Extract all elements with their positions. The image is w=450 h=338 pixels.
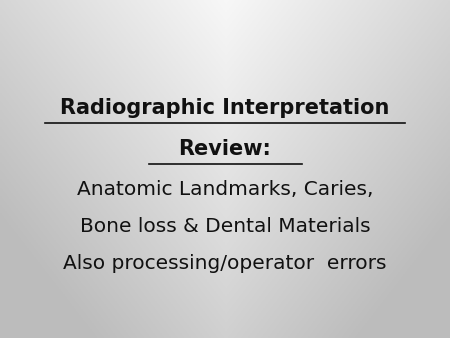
Text: Radiographic Interpretation: Radiographic Interpretation <box>60 98 390 118</box>
Text: Anatomic Landmarks, Caries,: Anatomic Landmarks, Caries, <box>77 180 373 199</box>
Text: Review:: Review: <box>179 139 271 159</box>
Text: Bone loss & Dental Materials: Bone loss & Dental Materials <box>80 217 370 236</box>
Text: Also processing/operator  errors: Also processing/operator errors <box>63 254 387 273</box>
